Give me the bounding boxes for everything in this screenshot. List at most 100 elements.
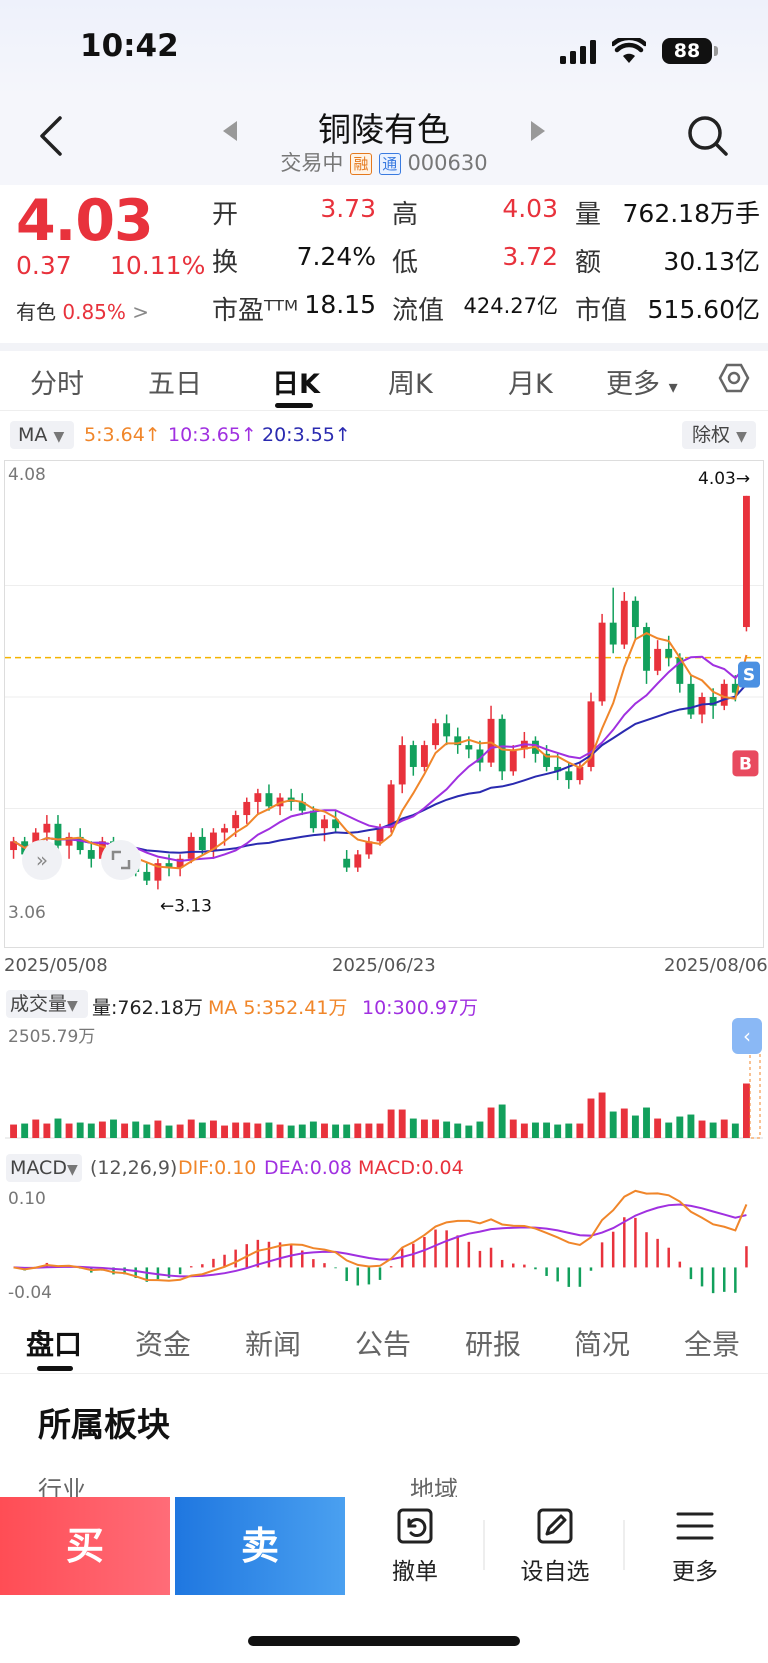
macd-chart[interactable]: 0.10 -0.04 bbox=[4, 1180, 764, 1306]
prev-stock-icon[interactable] bbox=[222, 120, 238, 142]
volume-bar bbox=[243, 1122, 251, 1138]
tab-intraday[interactable]: 分时 bbox=[30, 369, 84, 400]
volume-bar bbox=[398, 1109, 406, 1138]
candle-body bbox=[87, 850, 95, 859]
ma-selector[interactable]: MA ▼ bbox=[10, 421, 74, 449]
candle-body bbox=[587, 701, 595, 767]
volume-bar bbox=[476, 1121, 484, 1138]
tab-five-day[interactable]: 五日 bbox=[148, 369, 202, 400]
tab-weekly-k[interactable]: 周K bbox=[388, 369, 433, 400]
candle-body bbox=[143, 871, 151, 881]
chevron-right-icon: > bbox=[132, 300, 150, 324]
tab-news[interactable]: 新闻 bbox=[245, 1328, 302, 1361]
divider bbox=[623, 1520, 625, 1570]
date-mid: 2025/06/23 bbox=[332, 955, 436, 976]
signal-icon bbox=[560, 40, 596, 64]
tab-order-book[interactable]: 盘口 bbox=[26, 1328, 83, 1361]
candle-body bbox=[154, 863, 162, 881]
candle-body bbox=[76, 836, 84, 851]
tab-daily-k[interactable]: 日K bbox=[272, 369, 320, 400]
price-change: 0.37 bbox=[16, 251, 72, 280]
sector-link[interactable]: 有色 0.85% > bbox=[16, 296, 149, 325]
adjust-label: 除权 bbox=[692, 424, 731, 446]
candle-body bbox=[98, 841, 106, 859]
quote-label: 市盈ᵀᵀᴹ bbox=[212, 296, 299, 326]
volume-chart[interactable]: 2505.79万 ‹ bbox=[4, 1018, 764, 1143]
info-tab-active-indicator bbox=[37, 1366, 73, 1371]
quote-value: 515.60亿 bbox=[647, 295, 760, 324]
candle-body bbox=[620, 600, 628, 645]
candle-body bbox=[476, 749, 484, 763]
quote-value: 762.18万手 bbox=[622, 199, 760, 228]
arrow-up-icon: ↑ bbox=[240, 424, 257, 446]
sell-button[interactable]: 卖 bbox=[175, 1497, 345, 1595]
expand-icon bbox=[111, 850, 131, 870]
volume-bar bbox=[254, 1123, 262, 1138]
volume-bar bbox=[221, 1125, 228, 1138]
quote-label: 量 bbox=[575, 200, 602, 230]
chart-settings-icon[interactable] bbox=[718, 362, 750, 394]
price-change-pct: 10.11% bbox=[110, 251, 206, 280]
candle-body bbox=[665, 648, 673, 658]
cancel-order-button[interactable]: 撤单 bbox=[360, 1506, 470, 1586]
tab-more[interactable]: 更多 ▾ bbox=[606, 362, 678, 401]
candle-body bbox=[409, 745, 417, 767]
volume-bar bbox=[631, 1115, 639, 1138]
tab-research[interactable]: 研报 bbox=[465, 1328, 522, 1361]
tab-overview[interactable]: 全景 bbox=[684, 1328, 741, 1361]
buy-button[interactable]: 买 bbox=[0, 1497, 170, 1595]
macd-top-label: 0.10 bbox=[8, 1189, 46, 1209]
more-button[interactable]: 更多 bbox=[640, 1506, 750, 1586]
b-marker bbox=[732, 750, 759, 777]
candle-body bbox=[54, 823, 62, 846]
volume-selector-label: 成交量 bbox=[10, 993, 68, 1015]
fullscreen-icon bbox=[101, 840, 141, 880]
volume-bar bbox=[265, 1122, 273, 1138]
next-stock-icon[interactable] bbox=[530, 120, 546, 142]
low-price-label: ←3.13 bbox=[160, 896, 212, 916]
candle-body bbox=[498, 718, 506, 772]
period-tabs bbox=[0, 343, 768, 411]
tab-profile[interactable]: 简况 bbox=[574, 1328, 631, 1361]
volume-highlight bbox=[749, 1051, 761, 1139]
volume-ma10: 10:300.97万 bbox=[362, 997, 479, 1019]
quote-label: 低 bbox=[392, 248, 419, 278]
candle-body bbox=[365, 841, 373, 855]
volume-bar bbox=[731, 1123, 739, 1138]
candle-body bbox=[443, 723, 451, 737]
section-title: 所属板块 bbox=[38, 1405, 170, 1444]
volume-bar bbox=[598, 1092, 606, 1138]
search-icon[interactable] bbox=[686, 114, 730, 158]
tab-monthly-k[interactable]: 月K bbox=[508, 369, 553, 400]
add-watchlist-button[interactable]: 设自选 bbox=[500, 1506, 610, 1586]
back-icon[interactable] bbox=[36, 114, 66, 158]
candle-body bbox=[432, 723, 439, 746]
volume-bar bbox=[187, 1119, 195, 1138]
dif-line bbox=[13, 1189, 748, 1282]
candle-body bbox=[298, 801, 306, 811]
quote-label: 开 bbox=[212, 200, 239, 230]
volume-selector[interactable]: 成交量▼ bbox=[6, 990, 88, 1018]
tab-more-label: 更多 bbox=[606, 369, 660, 400]
adjust-selector[interactable]: 除权 ▼ bbox=[682, 421, 756, 449]
tab-announcements[interactable]: 公告 bbox=[355, 1328, 412, 1361]
volume-bar bbox=[232, 1122, 240, 1138]
stock-name: 铜陵有色 bbox=[318, 110, 450, 149]
tab-capital[interactable]: 资金 bbox=[135, 1328, 192, 1361]
volume-bar bbox=[343, 1124, 351, 1138]
macd-selector[interactable]: MACD▼ bbox=[6, 1154, 82, 1182]
volume-bar bbox=[387, 1109, 395, 1138]
edit-icon bbox=[537, 1508, 573, 1544]
quote-value: 7.24% bbox=[296, 242, 376, 271]
s-marker-label: S bbox=[743, 666, 755, 686]
kline-chart[interactable]: 4.08 3.06 4.03→ ←3.13 S B » bbox=[4, 460, 764, 948]
candle-body bbox=[10, 841, 17, 851]
double-chevron-icon: » bbox=[36, 848, 48, 872]
volume-bar bbox=[609, 1111, 617, 1138]
add-watchlist-label: 设自选 bbox=[520, 1559, 590, 1585]
volume-bar bbox=[487, 1107, 495, 1138]
volume-bar bbox=[509, 1119, 517, 1138]
stock-subtitle: 交易中 融 通 000630 bbox=[0, 147, 768, 177]
caret-down-icon: ▼ bbox=[67, 998, 78, 1014]
volume-value: 量:762.18万 bbox=[92, 997, 203, 1019]
